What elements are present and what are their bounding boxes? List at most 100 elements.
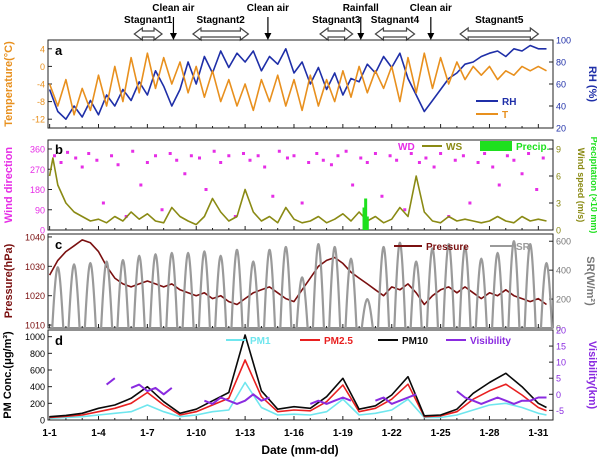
- wd-point: [388, 154, 392, 158]
- stagnant-arrow: [459, 26, 540, 42]
- x-axis-label: Date (mm-dd): [261, 443, 338, 457]
- y-tick-label-right: 5: [556, 374, 561, 384]
- y-tick-label-right: 15: [556, 342, 566, 352]
- precip-bar: [365, 216, 369, 230]
- wd-point: [175, 158, 179, 162]
- panel-b-ylabel-left: Wind direction: [3, 147, 15, 224]
- sr-peak: [344, 257, 358, 328]
- wd-point: [373, 152, 377, 155]
- wd-point: [307, 161, 311, 164]
- wd-point: [59, 161, 63, 164]
- x-tick-label: 1-28: [479, 428, 499, 439]
- wd-point: [248, 158, 252, 162]
- x-tick-label: 1-7: [140, 428, 155, 439]
- wd-point: [154, 154, 158, 158]
- sr-peak: [458, 245, 472, 328]
- y-tick-label-left: 400: [30, 382, 45, 392]
- panel-b-plot: [48, 149, 547, 230]
- wd-point: [527, 152, 531, 155]
- y-tick-label-right: 20: [556, 326, 566, 336]
- wd-point: [535, 188, 539, 191]
- stagnant-arrow: [133, 26, 164, 42]
- y-tick-label-right: 40: [556, 102, 566, 112]
- wd-point: [204, 188, 208, 191]
- wd-point: [439, 152, 443, 155]
- panel-a-plot: [48, 44, 547, 120]
- series-line-pressure: [48, 239, 547, 306]
- panel-c-plot: [48, 239, 553, 328]
- sr-peak: [311, 243, 326, 328]
- wd-point: [497, 183, 501, 187]
- sr-peak: [116, 258, 130, 328]
- event-label: Rainfall: [343, 3, 379, 14]
- wd-point: [160, 208, 164, 212]
- y-tick-label-left: 1010: [25, 321, 45, 331]
- y-tick-label-left: 180: [30, 185, 45, 195]
- event-arrow-head: [169, 33, 177, 40]
- wd-point: [491, 165, 495, 169]
- sr-peak: [425, 247, 440, 328]
- y-tick-label-left: 1030: [25, 262, 45, 272]
- wd-point: [483, 152, 487, 155]
- sr-peak: [491, 251, 505, 328]
- event-arrow-head: [427, 33, 435, 40]
- panel-a-ylabel-left: Temperature(°C): [3, 41, 15, 127]
- stagnant-arrow: [319, 26, 354, 42]
- wd-point: [227, 154, 231, 158]
- wd-point: [505, 154, 509, 158]
- y-tick-label-right: 9: [556, 145, 561, 155]
- y-tick-label-left: -8: [37, 97, 45, 107]
- sr-peak: [328, 245, 342, 328]
- sr-peak: [214, 254, 228, 328]
- sr-peak: [442, 243, 456, 328]
- wd-point: [329, 163, 333, 167]
- x-tick-label: 1-4: [91, 428, 106, 439]
- wd-point: [66, 150, 70, 154]
- y-tick-label-right: 60: [556, 80, 566, 90]
- panel-letter-c: c: [55, 237, 62, 252]
- sr-peak: [539, 261, 553, 328]
- y-tick-label-right: 400: [556, 266, 571, 276]
- x-tick-label: 1-13: [235, 428, 255, 439]
- wd-point: [189, 154, 193, 158]
- wd-point: [74, 156, 78, 160]
- event-arrow-head: [357, 33, 365, 40]
- wd-point: [512, 158, 516, 162]
- wd-point: [351, 183, 355, 187]
- wd-point: [365, 161, 369, 164]
- episode-label: Stagnant1: [124, 15, 173, 26]
- legend-sr-label: SR: [516, 242, 531, 253]
- legend-pm2-5-label: PM2.5: [324, 336, 353, 347]
- wd-point: [417, 161, 421, 164]
- wd-point: [520, 172, 524, 176]
- panel-d-plot: [49, 334, 547, 420]
- y-tick-label-left: 1020: [25, 291, 45, 301]
- y-tick-label-right: 0: [556, 226, 561, 236]
- event-arrow-head: [264, 33, 272, 40]
- wd-point: [145, 161, 149, 164]
- y-tick-label-left: 1000: [25, 332, 45, 342]
- sr-peak: [100, 260, 114, 328]
- y-tick-label-left: 200: [30, 399, 45, 409]
- wd-point: [277, 149, 281, 153]
- y-tick-label-right: 10: [556, 358, 566, 368]
- wd-point: [461, 154, 465, 158]
- legend-t-label: T: [502, 110, 508, 121]
- y-tick-label-right: 6: [556, 172, 561, 182]
- y-tick-label-right: 3: [556, 199, 561, 209]
- y-tick-label-left: 4: [40, 44, 45, 54]
- sr-peak: [230, 248, 244, 328]
- y-tick-label-right: 20: [556, 124, 566, 134]
- wd-point: [285, 156, 289, 160]
- sr-peak: [197, 250, 211, 328]
- legend-precip-label: Precip.: [516, 142, 550, 153]
- legend-pm1-label: PM1: [250, 336, 271, 347]
- wd-point: [131, 149, 135, 153]
- legend-rh-label: RH: [502, 97, 516, 108]
- legend-visibility-label: Visibility: [470, 336, 511, 347]
- y-tick-label-left: 0: [40, 226, 45, 236]
- sr-peak: [165, 251, 179, 328]
- y-tick-label-left: 360: [30, 145, 45, 155]
